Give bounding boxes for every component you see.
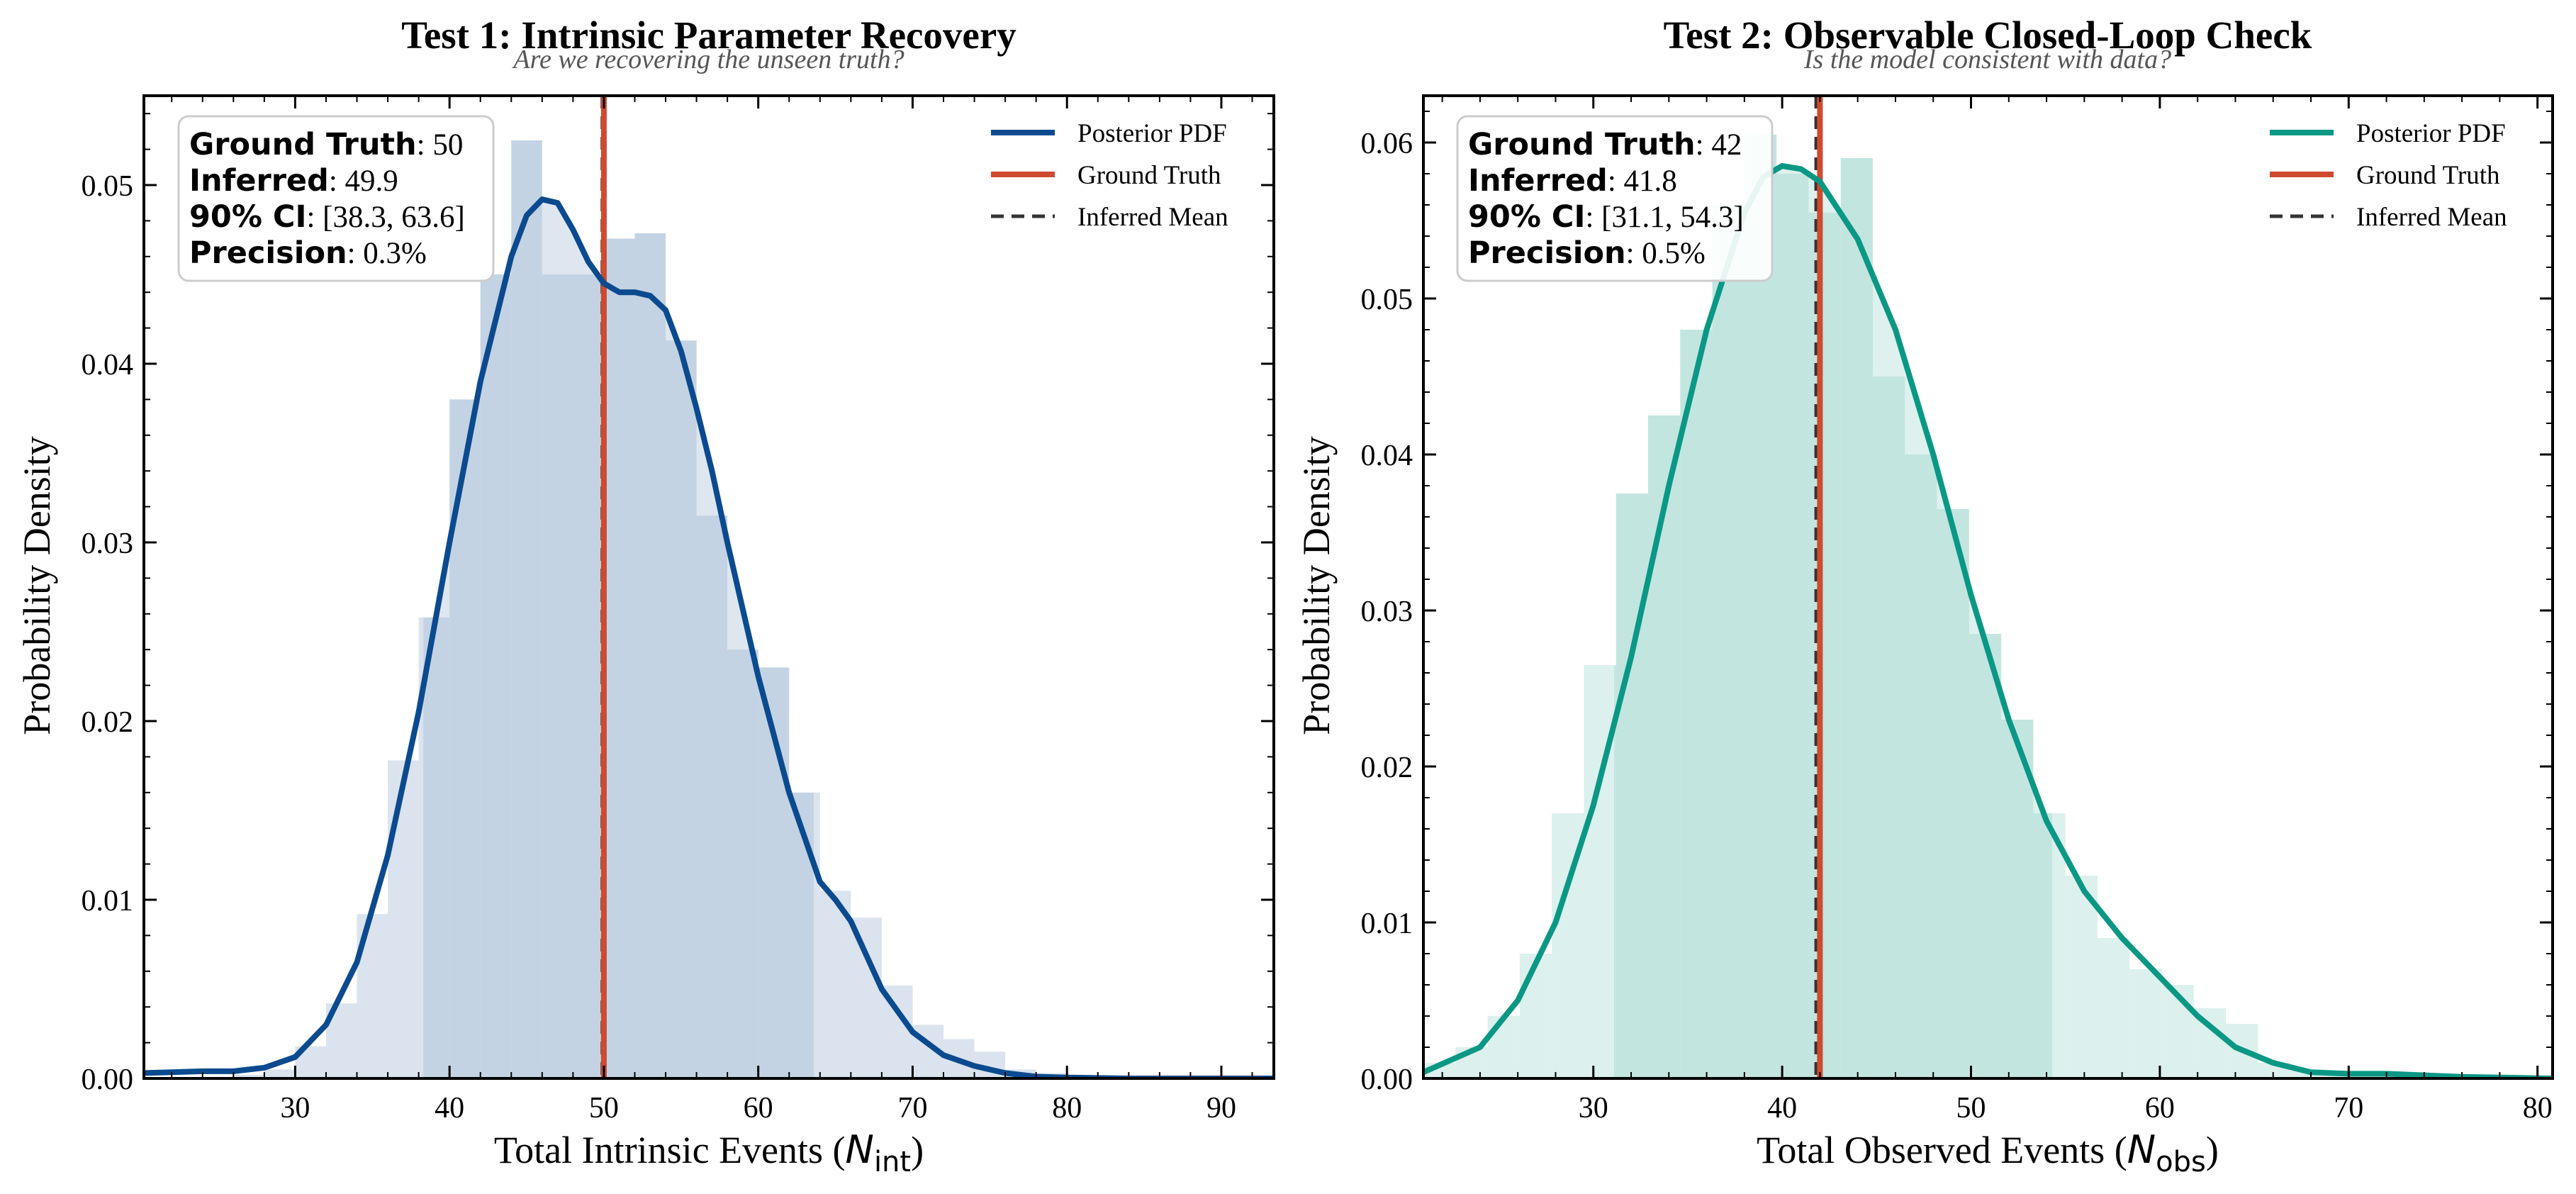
y-tick-label: 0.03 xyxy=(1361,596,1413,628)
histogram-bar xyxy=(264,1069,296,1078)
x-axis-label: Total Intrinsic Events (Nint) xyxy=(494,1127,924,1178)
histogram-bar xyxy=(233,1074,264,1078)
x-tick-label: 30 xyxy=(1579,1092,1608,1125)
infobox-frame xyxy=(177,115,495,282)
y-tick-label: 0.04 xyxy=(1361,440,1413,472)
x-tick-label: 70 xyxy=(897,1092,927,1125)
x-tick-label: 30 xyxy=(280,1092,310,1125)
histogram-bar xyxy=(814,792,820,1078)
infobox-precision: Precision: 0.5% xyxy=(1468,235,1706,271)
plot-inner xyxy=(1423,96,2553,1078)
y-tick-label: 0.05 xyxy=(1361,284,1413,316)
chart-subtitle: Is the model consistent with data? xyxy=(1803,45,2171,74)
legend-label-ground-truth: Ground Truth xyxy=(2356,161,2500,190)
posterior-pdf-line xyxy=(144,196,1274,1078)
histogram-bar xyxy=(2052,813,2066,1078)
legend-label-inferred-mean: Inferred Mean xyxy=(2356,203,2507,232)
chart-title: Test 2: Observable Closed-Loop Check xyxy=(1664,13,2312,57)
legend-label-inferred-mean: Inferred Mean xyxy=(1077,203,1228,232)
stats-infobox: Ground Truth: 50 Inferred: 49.9 90% CI: … xyxy=(177,115,495,282)
histogram-bar xyxy=(1584,665,1615,1078)
infobox-ground-truth: Ground Truth: 50 xyxy=(189,127,463,162)
infobox-ci: 90% CI: [38.3, 63.6] xyxy=(189,199,465,235)
x-tick-label: 60 xyxy=(744,1092,773,1125)
chart-subtitle: Are we recovering the unseen truth? xyxy=(511,45,904,74)
y-tick-label: 0.04 xyxy=(82,349,134,381)
histogram-bar xyxy=(2065,876,2098,1078)
infobox-ground-truth: Ground Truth: 42 xyxy=(1468,127,1742,162)
histogram-bar xyxy=(2290,1071,2323,1078)
x-tick-label: 50 xyxy=(589,1092,619,1125)
plot-frame xyxy=(1422,94,2554,1080)
legend-label-ground-truth: Ground Truth xyxy=(1077,161,1221,190)
histogram-bar xyxy=(1487,1016,1520,1078)
x-tick-label: 60 xyxy=(2145,1092,2175,1125)
x-tick-label: 90 xyxy=(1206,1092,1236,1125)
y-axis-label: Probability Density xyxy=(1295,436,1338,735)
histogram-bar xyxy=(388,760,419,1078)
infobox-frame xyxy=(1456,115,1774,282)
histogram-bar xyxy=(1519,954,1552,1078)
x-tick-label: 80 xyxy=(2523,1092,2553,1125)
histogram-bar xyxy=(819,891,851,1078)
ci90-shaded-area xyxy=(1614,166,2053,1078)
histogram-bar xyxy=(851,917,882,1078)
legend: Posterior PDF Ground Truth Inferred Mean xyxy=(2270,119,2507,232)
infobox-precision: Precision: 0.3% xyxy=(189,235,427,271)
y-tick-label: 0.01 xyxy=(82,885,134,917)
y-tick-label: 0.05 xyxy=(82,170,134,203)
legend-label-posterior: Posterior PDF xyxy=(1077,119,1227,148)
infobox-inferred: Inferred: 49.9 xyxy=(189,163,398,199)
y-tick-label: 0.01 xyxy=(1361,908,1413,940)
histogram-bar xyxy=(2129,969,2162,1078)
x-tick-label: 70 xyxy=(2334,1092,2363,1125)
y-tick-label: 0.02 xyxy=(1361,752,1413,784)
infobox-inferred: Inferred: 41.8 xyxy=(1468,163,1677,199)
y-tick-label: 0.06 xyxy=(1361,128,1413,160)
x-tick-label: 50 xyxy=(1956,1092,1986,1125)
y-tick-label: 0.03 xyxy=(82,528,134,560)
x-axis-label: Total Observed Events (Nobs) xyxy=(1757,1127,2219,1178)
x-tick-label: 40 xyxy=(435,1092,464,1125)
ci90-shaded-area xyxy=(423,199,814,1078)
plot-inner xyxy=(144,96,1274,1078)
plot-area-left: 30 40 50 60 70 80 90 0.00 0.01 0.02 0.03 0.04 0.05 xyxy=(82,94,1275,1125)
y-tick-label: 0.00 xyxy=(1361,1064,1413,1096)
stats-infobox: Ground Truth: 42 Inferred: 41.8 90% CI: … xyxy=(1456,115,1774,282)
histogram-bar xyxy=(418,617,424,1078)
panel-right: Test 2: Observable Closed-Loop Check Is … xyxy=(1295,13,2554,1178)
panel-left: Test 1: Intrinsic Parameter Recovery Are… xyxy=(16,13,1275,1178)
y-tick-label: 0.02 xyxy=(82,706,134,739)
plot-area-right: 30 40 50 60 70 80 0.00 0.01 0.02 0.03 0.04 0.05 0.06 xyxy=(1361,94,2554,1125)
plot-frame xyxy=(142,94,1275,1080)
x-tick-label: 80 xyxy=(1052,1092,1082,1125)
histogram-bar xyxy=(2098,938,2130,1078)
legend: Posterior PDF Ground Truth Inferred Mean xyxy=(991,119,1228,232)
legend-label-posterior: Posterior PDF xyxy=(2356,119,2506,148)
infobox-ci: 90% CI: [31.1, 54.3] xyxy=(1468,199,1744,235)
y-axis-label: Probability Density xyxy=(16,436,58,735)
x-tick-label: 40 xyxy=(1767,1092,1797,1125)
chart-title: Test 1: Intrinsic Parameter Recovery xyxy=(401,13,1017,57)
histogram-bar xyxy=(2161,985,2194,1078)
y-tick-label: 0.00 xyxy=(82,1064,134,1096)
